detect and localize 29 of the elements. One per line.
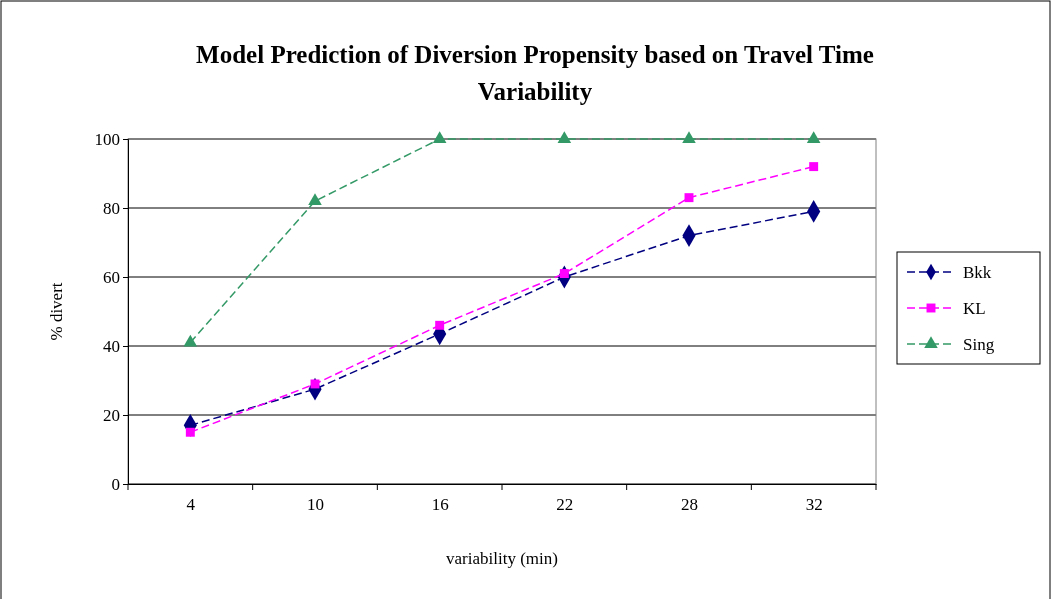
x-tick-label: 4	[186, 495, 196, 515]
y-tick-label: 80	[103, 198, 120, 218]
point	[183, 334, 198, 347]
y-axis-title: % divert	[47, 282, 66, 341]
point	[806, 131, 821, 143]
y-tick-label: 60	[103, 267, 120, 287]
point	[682, 131, 696, 143]
point	[308, 193, 322, 206]
legend-label: KL	[963, 299, 986, 318]
chart-title: Model Prediction of Diversion Propensity based on Travel Time Variability	[196, 41, 874, 105]
x-tick-label: 16	[431, 495, 449, 515]
point	[185, 427, 195, 437]
point	[310, 379, 320, 389]
x-tick-label: 10	[307, 495, 324, 515]
point	[432, 131, 447, 143]
point	[809, 162, 819, 172]
x-tick-label: 22	[556, 495, 574, 515]
y-tick-label: 0	[111, 474, 120, 494]
y-tick-label: 20	[103, 405, 120, 425]
x-tick-label: 28	[681, 495, 698, 515]
point	[435, 320, 445, 330]
x-axis-title: variability (min)	[446, 549, 558, 568]
y-tick-label: 100	[94, 129, 120, 149]
point	[684, 193, 694, 203]
x-tick-label: 32	[805, 495, 823, 515]
legend-label: Sing	[963, 335, 995, 354]
y-tick-label: 40	[103, 336, 120, 356]
point	[557, 131, 572, 143]
legend-label: Bkk	[963, 263, 992, 282]
